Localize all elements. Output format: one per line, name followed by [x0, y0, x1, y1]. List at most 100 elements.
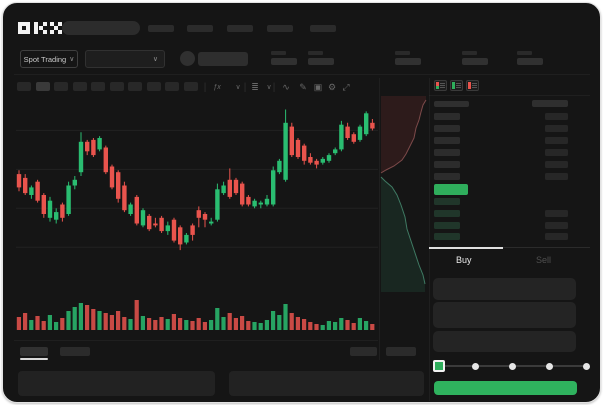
candle-body	[171, 219, 177, 241]
candlestick-chart[interactable]	[16, 98, 378, 292]
slider-stop-100pct[interactable]	[582, 362, 590, 370]
sell-tab-underline	[503, 247, 590, 248]
chevron-down-icon[interactable]: ∨	[266, 84, 272, 91]
volume-bar	[333, 322, 338, 330]
ticker-stat-value-4	[462, 58, 488, 65]
candle-body	[215, 189, 220, 220]
candle-body	[178, 227, 183, 245]
amount-field[interactable]	[433, 302, 576, 328]
nav-item-4[interactable]	[267, 25, 293, 32]
slider-handle[interactable]	[433, 360, 445, 372]
timeframe-button-5[interactable]	[91, 82, 105, 91]
draw-tool-icon[interactable]: ✎	[299, 82, 307, 92]
orderbook-left-divider	[429, 78, 430, 401]
candle-body	[147, 215, 152, 230]
orderbook-spread-price[interactable]	[434, 184, 468, 195]
ticker-stat-label-3	[395, 51, 410, 55]
volume-bar	[35, 316, 40, 330]
nav-item-3[interactable]	[227, 25, 253, 32]
order-book-asks-icon[interactable]	[466, 80, 479, 91]
volume-bar	[78, 303, 83, 330]
ask-amount-bar	[545, 173, 568, 180]
tab-buy[interactable]: Buy	[456, 255, 472, 265]
timeframe-button-10[interactable]	[183, 82, 198, 91]
volume-bar	[252, 322, 257, 330]
volume-bar	[271, 311, 276, 330]
volume-bar	[153, 320, 158, 330]
slider-stop-25pct[interactable]	[472, 362, 480, 370]
pair-dropdown[interactable]: ∨	[85, 50, 165, 68]
ask-price-bar	[434, 137, 460, 144]
nav-item-2[interactable]	[187, 25, 213, 32]
ask-amount-bar	[545, 161, 568, 168]
slider-stop-75pct[interactable]	[545, 362, 553, 370]
candle-body	[35, 181, 40, 201]
timeframe-button-6[interactable]	[109, 82, 124, 91]
volume-bar	[165, 319, 170, 330]
candle-body	[252, 200, 257, 207]
ask-price-bar	[434, 125, 460, 132]
fullscreen-icon[interactable]: ⤢	[342, 82, 350, 92]
line-tool-icon[interactable]: ∿	[282, 82, 290, 92]
orders-tab-active[interactable]	[20, 347, 48, 356]
volume-bar	[122, 317, 127, 330]
candle-type-icon[interactable]: ≣	[251, 82, 259, 92]
volume-bar	[258, 323, 263, 330]
buy-submit-button[interactable]	[434, 381, 577, 395]
timeframe-button-7[interactable]	[128, 82, 142, 91]
timeframe-button-4[interactable]	[72, 82, 87, 91]
buy-tab-underline	[429, 247, 503, 249]
volume-bar	[29, 320, 34, 330]
timeframe-button-1[interactable]	[17, 82, 31, 91]
candle-body	[264, 198, 270, 205]
slider-stop-50pct[interactable]	[509, 362, 516, 370]
order-book-bids-icon[interactable]	[450, 80, 463, 91]
timeframe-button-2[interactable]	[35, 82, 50, 91]
ticker-stat-value-3	[395, 58, 421, 65]
candle-body	[29, 187, 34, 195]
timeframe-button-3[interactable]	[54, 82, 68, 91]
ticker-stat-label-4	[462, 51, 477, 55]
volume-bar	[283, 304, 288, 330]
settings-icon[interactable]: ⚙	[327, 82, 337, 92]
chevron-down-icon[interactable]: ∨	[235, 84, 241, 91]
depth-chart[interactable]	[380, 96, 428, 292]
ticker-stat-label-5	[517, 51, 532, 55]
volume-bar	[345, 320, 350, 330]
indicators-icon[interactable]: ƒx	[213, 84, 221, 91]
candle-body	[370, 122, 375, 129]
volume-bar	[202, 322, 207, 330]
nav-item-5[interactable]	[310, 25, 336, 32]
orderbook-header-price	[434, 101, 469, 107]
search-input[interactable]	[62, 21, 140, 35]
orders-filter-placeholder[interactable]	[350, 347, 377, 356]
depth-asks-area	[381, 96, 426, 173]
tab-sell[interactable]: Sell	[536, 255, 552, 265]
volume-bar	[116, 311, 121, 330]
candle-body	[326, 155, 332, 161]
candle-body	[116, 172, 121, 199]
candle-body	[240, 183, 245, 205]
okx-logo[interactable]	[18, 21, 62, 35]
order-book-all-icon[interactable]	[434, 80, 447, 91]
volume-chart[interactable]	[16, 294, 378, 332]
depth-bid-line	[380, 176, 426, 285]
volume-bar	[295, 317, 300, 330]
history-tab[interactable]	[60, 347, 90, 356]
candle-body	[339, 124, 344, 150]
nav-item-1[interactable]	[148, 25, 174, 32]
volume-bar	[190, 321, 195, 330]
candle-body	[271, 170, 276, 205]
volume-bar	[178, 318, 183, 330]
price-field[interactable]	[433, 278, 576, 300]
timeframe-button-8[interactable]	[146, 82, 161, 91]
bid-amount-bar	[545, 233, 568, 240]
total-field[interactable]	[433, 331, 576, 352]
orders-filter-placeholder-2[interactable]	[386, 347, 416, 356]
volume-bar	[277, 315, 282, 330]
orders-empty-panel-left	[18, 371, 215, 396]
timeframe-button-9[interactable]	[165, 82, 179, 91]
screenshot-icon[interactable]: ▣	[313, 82, 323, 92]
volume-bar	[66, 311, 71, 330]
market-type-dropdown[interactable]: Spot Trading ∨	[20, 50, 78, 68]
